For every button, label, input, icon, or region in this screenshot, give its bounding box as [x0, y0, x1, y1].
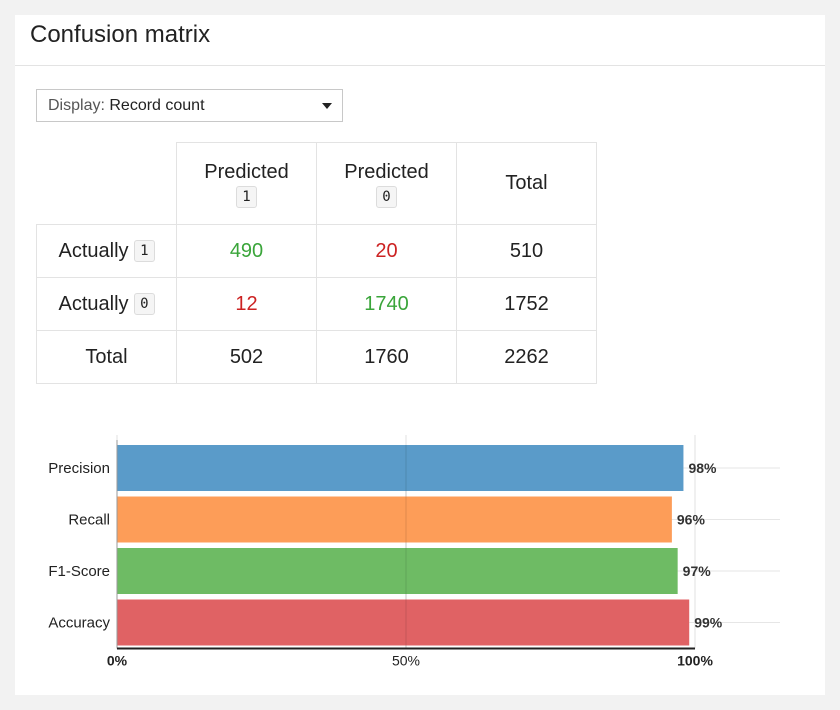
tick-label: 100%: [677, 653, 713, 669]
header-total: Total: [456, 142, 597, 225]
value-label: 99%: [694, 615, 723, 631]
row-total-cell: 510: [456, 224, 597, 278]
card-header: Confusion matrix: [15, 15, 825, 66]
matrix-row-actual-0: Actually 0 12 1740 1752: [36, 277, 597, 331]
card-title: Confusion matrix: [30, 21, 211, 48]
category-label: Precision: [48, 460, 110, 477]
column-total-cell: 502: [176, 330, 317, 384]
bar-recall: [117, 496, 672, 543]
category-label: Recall: [68, 512, 110, 529]
class-badge: 1: [134, 240, 155, 263]
row-actually-label: Actually: [58, 292, 129, 315]
column-total-cell: 1760: [316, 330, 457, 384]
matrix-row-total: Total 502 1760 2262: [36, 330, 597, 384]
display-select[interactable]: Display: Record count: [36, 89, 343, 122]
header-row: Predicted 1 Predicted 0 Total: [36, 142, 597, 225]
header-predicted-1: Predicted 1: [176, 142, 317, 225]
row-total-cell: 1752: [456, 277, 597, 331]
category-label: F1-Score: [48, 563, 110, 580]
true-positive-cell: 490: [176, 224, 317, 278]
bar-precision: [117, 445, 684, 491]
category-label: Accuracy: [48, 615, 110, 632]
display-select-label: Display:: [48, 97, 105, 114]
header-predicted-label: Predicted: [344, 161, 429, 183]
value-label: 98%: [688, 460, 717, 476]
value-label: 96%: [677, 512, 706, 528]
false-positive-cell: 12: [176, 277, 317, 331]
display-select-value: Record count: [109, 97, 205, 114]
value-label: 97%: [683, 563, 712, 579]
metrics-bar-chart: Precision 98% Recall 96% F1-Score 97% Accuracy…: [48, 435, 780, 669]
caret-down-icon: [322, 103, 332, 109]
row-label-total: Total: [36, 330, 177, 384]
class-badge: 0: [376, 185, 397, 208]
class-badge: 0: [134, 293, 155, 316]
true-negative-cell: 1740: [316, 277, 457, 331]
confusion-matrix-table: Predicted 1 Predicted 0 Total Actually 1…: [36, 142, 597, 384]
confusion-matrix-card: Confusion matrix Display: Record count P…: [15, 15, 825, 695]
bar-accuracy: [117, 599, 690, 646]
row-label-actual-1: Actually 1: [36, 224, 177, 278]
header-predicted-label: Predicted: [204, 161, 289, 183]
grand-total-cell: 2262: [456, 330, 597, 384]
false-negative-cell: 20: [316, 224, 457, 278]
header-predicted-0: Predicted 0: [316, 142, 457, 225]
row-label-actual-0: Actually 0: [36, 277, 177, 331]
bar-f1-score: [117, 548, 678, 594]
class-badge: 1: [236, 185, 257, 208]
corner-cell: [36, 142, 177, 225]
tick-label: 0%: [107, 653, 128, 669]
matrix-row-actual-1: Actually 1 490 20 510: [36, 224, 597, 278]
tick-label: 50%: [392, 653, 420, 669]
row-actually-label: Actually: [58, 239, 129, 262]
